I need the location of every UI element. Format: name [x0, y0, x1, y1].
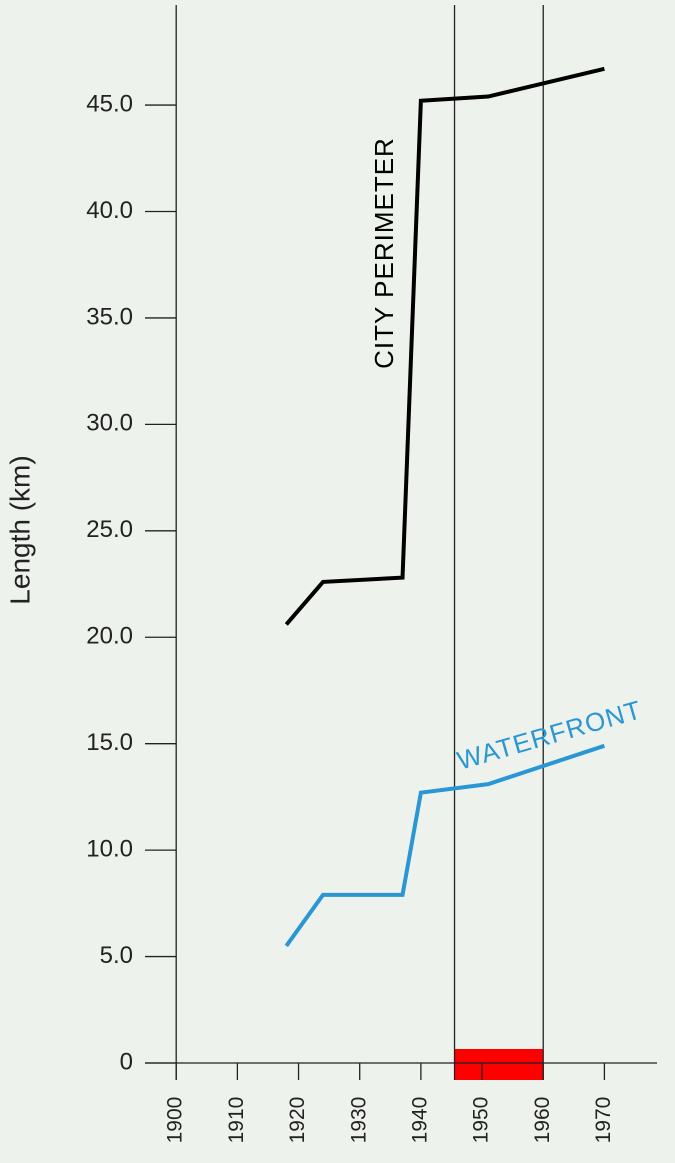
x-tick-label: 1940 [408, 1097, 431, 1144]
x-tick-label: 1900 [164, 1097, 187, 1144]
y-tick-label: 30.0 [86, 410, 133, 437]
y-tick-label: 15.0 [86, 729, 133, 756]
y-tick-label: 35.0 [86, 303, 133, 330]
y-tick-label: 5.0 [100, 942, 133, 969]
series-line [284, 743, 606, 948]
series-line [284, 66, 605, 626]
x-tick-label: 1950 [470, 1097, 493, 1144]
y-tick-label: 40.0 [86, 197, 133, 224]
y-tick-label: 0 [120, 1048, 133, 1075]
x-tick-label: 1910 [225, 1097, 248, 1144]
y-tick-label: 20.0 [86, 623, 133, 650]
x-tick-label: 1930 [347, 1097, 370, 1144]
series-label: CITY PERIMETER [369, 137, 399, 369]
y-tick-label: 10.0 [86, 835, 133, 862]
y-axis-label: Length (km) [4, 455, 35, 604]
x-tick-label: 1960 [531, 1097, 554, 1144]
y-tick-label: 25.0 [86, 516, 133, 543]
highlight-period [454, 1049, 544, 1080]
y-tick-label: 45.0 [86, 90, 133, 117]
x-tick-label: 1970 [592, 1097, 615, 1144]
x-tick-label: 1920 [286, 1097, 309, 1144]
